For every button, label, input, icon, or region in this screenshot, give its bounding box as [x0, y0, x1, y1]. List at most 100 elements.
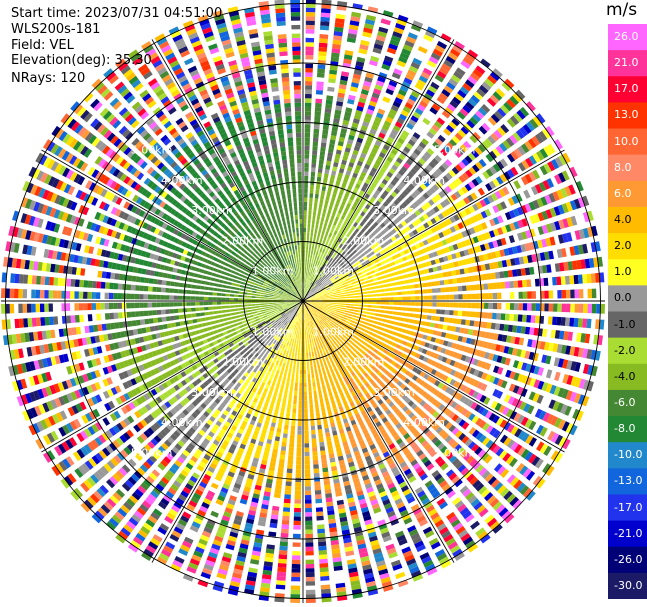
velocity-gate — [224, 455, 232, 462]
velocity-gate — [87, 303, 92, 311]
velocity-gate — [127, 320, 133, 327]
velocity-gate — [455, 430, 463, 438]
velocity-gate — [214, 398, 221, 405]
velocity-gate — [255, 393, 260, 400]
velocity-gate — [173, 480, 182, 488]
velocity-gate — [301, 331, 303, 336]
velocity-gate — [451, 326, 457, 332]
velocity-gate — [385, 478, 394, 486]
velocity-gate — [363, 347, 369, 352]
velocity-gate — [286, 359, 290, 365]
velocity-gate — [363, 333, 368, 337]
velocity-gate — [318, 554, 328, 560]
velocity-gate — [282, 330, 286, 335]
velocity-gate — [436, 302, 442, 307]
velocity-gate — [573, 393, 582, 404]
velocity-gate — [233, 482, 242, 490]
velocity-gate — [296, 312, 299, 317]
velocity-gate — [63, 475, 74, 486]
velocity-gate — [337, 455, 344, 461]
velocity-gate — [364, 338, 370, 343]
velocity-gate — [396, 534, 406, 542]
velocity-gate — [417, 347, 424, 353]
velocity-gate — [340, 309, 346, 312]
velocity-gate — [214, 319, 220, 324]
velocity-gate — [313, 347, 316, 352]
velocity-gate — [264, 333, 270, 338]
velocity-gate — [361, 362, 367, 368]
velocity-gate — [202, 358, 209, 364]
velocity-gate — [186, 430, 194, 438]
velocity-gate — [216, 297, 222, 301]
velocity-gate — [282, 313, 287, 318]
velocity-gate — [156, 556, 168, 565]
velocity-gate — [139, 285, 145, 292]
velocity-gate — [440, 394, 447, 401]
velocity-gate — [173, 405, 181, 413]
velocity-gate — [278, 322, 283, 327]
velocity-gate — [313, 472, 320, 478]
velocity-gate — [285, 481, 292, 487]
velocity-gate — [311, 329, 314, 335]
velocity-gate — [502, 452, 511, 462]
velocity-gate — [317, 385, 321, 391]
velocity-gate — [177, 518, 188, 527]
velocity-gate — [434, 473, 443, 482]
velocity-gate — [351, 584, 362, 591]
velocity-gate — [41, 330, 47, 340]
velocity-gate — [278, 306, 283, 309]
velocity-gate — [282, 437, 288, 443]
velocity-gate — [273, 339, 277, 345]
velocity-gate — [373, 417, 380, 424]
velocity-gate — [233, 356, 239, 361]
velocity-gate — [377, 364, 383, 370]
velocity-gate — [287, 459, 294, 465]
velocity-gate — [265, 339, 270, 345]
velocity-gate — [145, 326, 151, 333]
velocity-gate — [80, 430, 89, 440]
velocity-gate — [570, 376, 578, 387]
velocity-gate — [287, 328, 291, 333]
velocity-gate — [107, 333, 113, 341]
velocity-gate — [244, 482, 252, 488]
velocity-gate — [282, 306, 287, 309]
velocity-gate — [401, 464, 410, 472]
velocity-gate — [479, 302, 485, 309]
velocity-gate — [265, 310, 271, 313]
velocity-gate — [275, 346, 279, 351]
velocity-gate — [15, 258, 22, 269]
velocity-gate — [234, 294, 239, 297]
velocity-gate — [235, 478, 243, 485]
velocity-gate — [23, 274, 29, 284]
velocity-gate — [367, 385, 373, 392]
velocity-gate — [210, 320, 216, 325]
velocity-gate — [115, 488, 125, 498]
velocity-gate — [171, 274, 177, 280]
velocity-gate — [316, 511, 324, 517]
velocity-gate — [297, 308, 300, 313]
velocity-gate — [412, 430, 420, 438]
velocity-gate — [176, 328, 182, 334]
velocity-gate — [303, 395, 308, 401]
velocity-gate — [166, 453, 174, 461]
velocity-gate — [95, 394, 103, 403]
velocity-gate — [126, 284, 132, 291]
velocity-gate — [225, 305, 230, 309]
velocity-gate — [296, 456, 302, 461]
velocity-gate — [180, 327, 186, 333]
velocity-gate — [253, 313, 258, 317]
velocity-gate — [286, 341, 290, 346]
velocity-gate — [474, 446, 483, 456]
velocity-gate — [152, 486, 162, 495]
velocity-gate — [66, 315, 72, 324]
velocity-gate — [121, 302, 127, 309]
velocity-gate — [346, 383, 352, 389]
velocity-gate — [313, 324, 317, 329]
velocity-gate — [223, 410, 229, 416]
velocity-gate — [335, 370, 340, 376]
velocity-gate — [266, 478, 273, 484]
velocity-gate — [217, 349, 223, 355]
velocity-gate — [123, 446, 132, 456]
velocity-gate — [263, 565, 273, 571]
velocity-gate — [264, 306, 270, 309]
